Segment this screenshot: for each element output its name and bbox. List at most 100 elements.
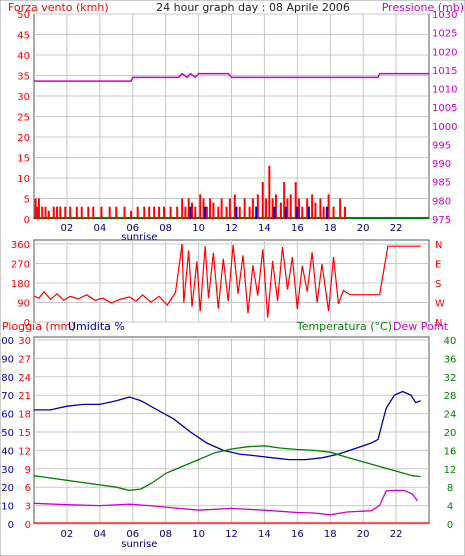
temp-axis-title: Temperatura (°C)	[296, 320, 392, 333]
wind-bar	[202, 198, 205, 219]
gust-bar	[296, 206, 299, 219]
wind-tick-label: 35	[17, 72, 30, 83]
wind-axis-title: Forza vento (kmh)	[8, 1, 109, 14]
wind-bar	[238, 206, 241, 219]
rain-tick-label: 21	[18, 391, 31, 402]
rain-tick-label: 30	[18, 336, 31, 347]
wind-tick-label: 10	[17, 174, 30, 185]
wind-tick-label: 25	[17, 113, 30, 124]
x-tick-label: 04	[93, 223, 106, 234]
wind-bar	[115, 206, 118, 219]
wind-bar	[169, 206, 172, 219]
wind-bar	[191, 202, 193, 219]
x-tick-label: 22	[390, 223, 403, 234]
humidity-tick-label: 40	[1, 446, 14, 457]
temperature-line	[33, 445, 421, 492]
wind-bar	[294, 182, 297, 219]
pressure-tick-label: 1015	[432, 66, 457, 77]
pressure-axis-title: Pressione (mb)	[382, 1, 464, 14]
x-tick-label: 06	[126, 223, 139, 234]
x-tick-label: 12	[225, 529, 238, 540]
x-tick-label: 08	[159, 529, 172, 540]
x-tick-label: 06	[126, 529, 139, 540]
direction-tick-label: 90	[17, 299, 30, 310]
direction-tick-label: 180	[11, 279, 30, 290]
wind-bar	[306, 198, 309, 219]
wind-bar	[163, 206, 166, 219]
wind-bar	[248, 206, 251, 219]
gust-bar	[307, 206, 310, 219]
wind-bar	[52, 206, 55, 219]
pressure-tick-label: 1025	[432, 29, 457, 40]
temp-tick-label: 4	[447, 502, 453, 513]
wind-bar	[289, 194, 292, 219]
wind-bar	[261, 182, 264, 219]
wind-bar	[297, 198, 300, 219]
wind-bar	[44, 206, 47, 219]
wind-tick-label: 50	[17, 10, 30, 21]
wind-bar	[301, 206, 304, 219]
wind-bar	[314, 202, 317, 219]
wind-bar	[265, 198, 268, 219]
wind-bar	[205, 206, 208, 219]
wind-bar	[286, 198, 289, 219]
rain-tick-label: 18	[18, 410, 31, 421]
x-tick-label: 14	[258, 223, 271, 234]
compass-label: N	[435, 318, 442, 329]
wind-bar	[87, 206, 90, 219]
pressure-tick-label: 985	[432, 178, 451, 189]
x-tick-label: 20	[357, 223, 370, 234]
rain-tick-label: 0	[25, 520, 31, 531]
humidity-tick-label: 10	[1, 502, 14, 513]
wind-bar	[344, 206, 347, 219]
rain-tick-label: 9	[25, 465, 31, 476]
wind-bar	[59, 206, 62, 219]
wind-bar	[36, 206, 39, 219]
temp-tick-label: 20	[444, 428, 457, 439]
pressure-line	[34, 72, 429, 82]
wind-direction-chart: 0 N 90 W 180 S 270 E 360 N	[11, 240, 445, 329]
wind-bar	[251, 198, 254, 219]
wind-bar	[153, 206, 156, 219]
wind-bar	[256, 194, 259, 219]
temp-tick-label: 40	[444, 336, 457, 347]
wind-bar	[56, 206, 59, 219]
humidity-tick-label: 100	[0, 336, 14, 347]
wind-tick-label: 45	[17, 31, 30, 42]
temp-tick-label: 28	[444, 391, 457, 402]
wind-bar	[311, 194, 314, 219]
compass-label: S	[435, 279, 441, 290]
gust-bar	[189, 206, 192, 219]
pressure-tick-label: 995	[432, 140, 451, 151]
wind-bar	[228, 198, 231, 219]
wind-bar	[220, 198, 223, 219]
humidity-tick-label: 50	[1, 428, 14, 439]
direction-tick-label: 270	[11, 260, 30, 271]
direction-line	[33, 243, 421, 318]
wind-bar	[268, 165, 271, 219]
wind-bar	[187, 198, 190, 219]
wind-bar	[130, 210, 133, 219]
x-tick-label: 18	[324, 529, 337, 540]
humidity-tick-label: 0	[8, 520, 14, 531]
humidity-tick-label: 20	[1, 483, 14, 494]
temp-tick-label: 24	[444, 410, 457, 421]
wind-pressure-chart: 0510152025303540455097598098599099510001…	[17, 10, 457, 243]
rain-axis-title: Pioggia (mm)	[2, 320, 75, 333]
wind-bar	[37, 198, 40, 219]
rain-tick-label: 12	[18, 446, 31, 457]
x-tick-label: 22	[390, 529, 403, 540]
compass-label: W	[435, 299, 445, 310]
compass-label: N	[435, 240, 442, 251]
gust-bar	[235, 206, 238, 219]
temp-tick-label: 32	[444, 373, 457, 384]
sunrise-label: sunrise	[121, 232, 157, 243]
direction-tick-label: 0	[24, 318, 30, 329]
wind-bar	[80, 206, 83, 219]
wind-bar	[212, 202, 215, 219]
wind-bar	[339, 198, 342, 219]
wind-bar	[319, 198, 322, 219]
wind-bar	[327, 194, 330, 219]
rain-tick-label: 27	[18, 354, 31, 365]
